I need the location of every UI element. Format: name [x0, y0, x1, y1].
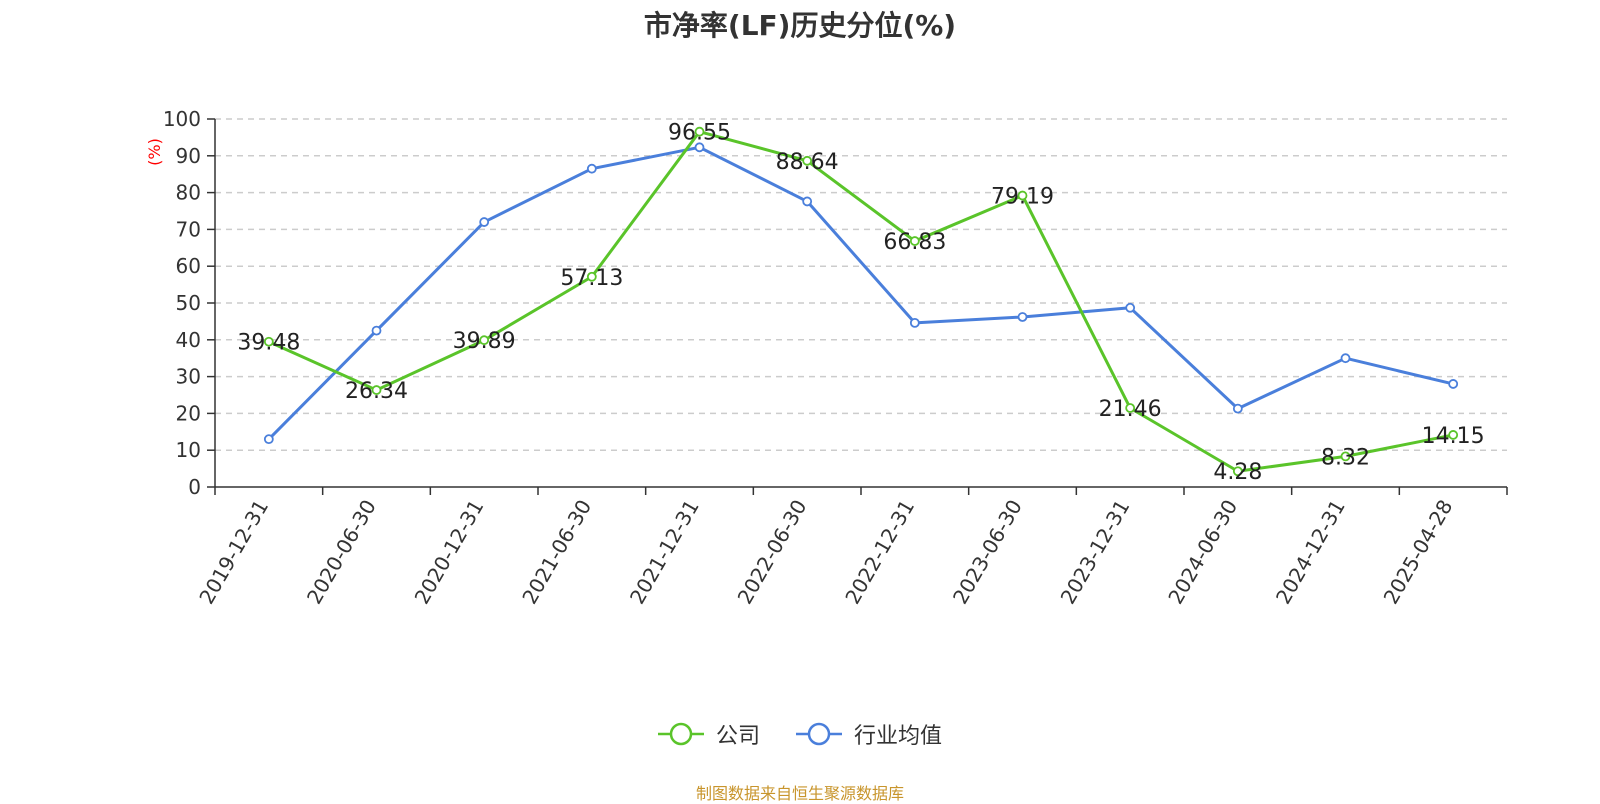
legend-industry-label: 行业均值 [854, 724, 943, 749]
y-tick-label-10: 10 [176, 438, 201, 462]
series-0-point-11 [1448, 430, 1459, 440]
y-tick-label-40: 40 [176, 328, 201, 352]
company-data-label-4: 96.55 [668, 121, 731, 146]
x-tick-label-2019-12-31: 2019-12-31 [194, 496, 273, 609]
legend: 公司 行业均值 [0, 718, 1600, 750]
y-tick-label-30: 30 [176, 365, 201, 389]
data-labels: 39.48 26.34 39.89 57.13 96.55 88.64 66.83 79.19… [237, 121, 1484, 486]
y-tick-label-50: 50 [176, 291, 201, 315]
x-tick-label-2022-06-30: 2022-06-30 [733, 496, 812, 609]
y-tick-label-80: 80 [176, 181, 201, 205]
company-data-label-10: 8.32 [1321, 445, 1370, 470]
series-0-point-4 [694, 126, 705, 137]
series-1-point-2 [479, 217, 490, 227]
series-line-1 [267, 145, 1454, 441]
series-1-point-11 [1448, 379, 1459, 389]
chart-title: 市净率(LF)历史分位(%) [643, 9, 957, 42]
x-tick-label-2020-06-30: 2020-06-30 [302, 496, 381, 609]
series-0-point-2 [479, 335, 490, 346]
series-0-point-9 [1232, 466, 1243, 477]
series-0-point-0 [263, 336, 274, 347]
series-0-point-7 [1017, 190, 1028, 201]
x-tick-label-2022-12-31: 2022-12-31 [840, 495, 919, 608]
company-data-label-6: 66.83 [883, 230, 946, 255]
series-1-point-10 [1340, 353, 1351, 364]
company-data-label-8: 21.46 [1099, 397, 1162, 422]
x-tick-label-2024-12-31: 2024-12-31 [1271, 496, 1350, 609]
y-tick-label-70: 70 [176, 217, 201, 241]
company-data-label-3: 57.13 [560, 266, 623, 291]
series-1-point-1 [371, 325, 382, 336]
grid-lines [215, 118, 1507, 451]
series-0-point-3 [586, 271, 597, 282]
x-tick-label-2021-06-30: 2021-06-30 [517, 496, 596, 609]
y-tick-label-100: 100 [163, 107, 201, 131]
legend-industry-marker-icon [796, 722, 842, 746]
company-data-label-1: 26.34 [345, 379, 408, 404]
x-tick-label-2021-12-31: 2021-12-31 [625, 496, 704, 609]
series-line-0 [268, 130, 1454, 473]
series-0-point-10 [1340, 451, 1351, 462]
legend-company-marker-icon [657, 722, 704, 746]
y-tick-label-20: 20 [176, 401, 201, 425]
series-1-point-0 [263, 434, 274, 445]
series-lines [263, 126, 1459, 477]
series-0-point-5 [802, 155, 813, 166]
y-tick-label-0: 0 [188, 475, 201, 499]
x-tick-label-2024-06-30: 2024-06-30 [1163, 496, 1242, 609]
y-tick-label-90: 90 [176, 144, 201, 168]
company-data-label-9: 4.28 [1213, 460, 1262, 485]
legend-item-industry[interactable]: 行业均值 [796, 718, 942, 750]
company-data-label-5: 88.64 [776, 150, 839, 175]
series-1-point-8 [1125, 302, 1136, 313]
series-1-point-7 [1017, 312, 1028, 322]
x-tick-label-2023-12-31: 2023-12-31 [1056, 496, 1135, 609]
series-0-point-6 [909, 236, 920, 246]
x-tick-label-2020-12-31: 2020-12-31 [410, 495, 489, 608]
y-tick-label-60: 60 [176, 254, 201, 278]
x-tick-label-2023-06-30: 2023-06-30 [948, 496, 1027, 609]
company-data-label-11: 14.15 [1422, 424, 1485, 449]
series-1-point-6 [909, 317, 920, 328]
y-axis-unit-label: (%) [145, 138, 164, 166]
x-tick-label-2025-04-28: 2025-04-28 [1379, 496, 1458, 609]
company-data-label-2: 39.89 [453, 329, 516, 354]
legend-item-company[interactable]: 公司 [657, 718, 760, 750]
series-1-point-3 [586, 163, 597, 174]
series-1-point-9 [1232, 403, 1243, 414]
series-1-point-4 [694, 142, 705, 153]
company-data-label-0: 39.48 [237, 331, 300, 356]
legend-company-label: 公司 [715, 724, 760, 749]
data-source-note: 制图数据来自恒生聚源数据库 [695, 784, 904, 803]
series-0-point-8 [1125, 403, 1136, 413]
series-1-point-5 [802, 196, 813, 207]
company-data-label-7: 79.19 [991, 185, 1054, 210]
series-0-point-1 [371, 385, 382, 395]
